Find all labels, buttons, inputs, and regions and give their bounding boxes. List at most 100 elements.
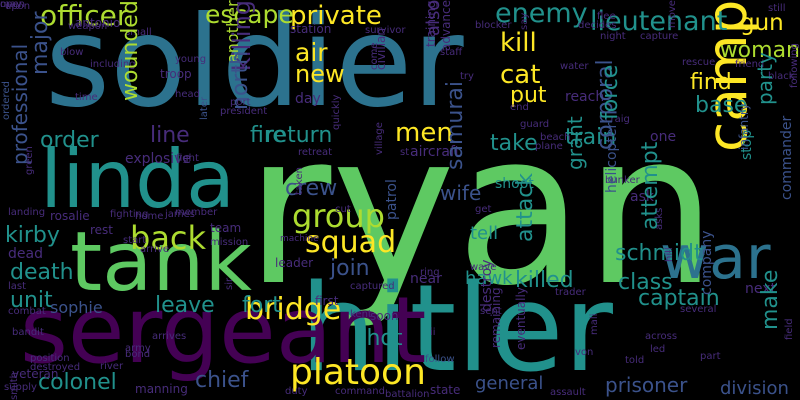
cloud-word: assault [550,387,586,398]
cloud-word: part [700,351,721,362]
cloud-word: young [175,54,207,65]
cloud-word: end [510,102,529,113]
cloud-word: guard [520,119,550,130]
cloud-word: captured [350,281,395,292]
cloud-word: try [460,71,474,82]
cloud-word: home [135,211,164,222]
cloud-word: field [784,318,795,340]
cloud-word: unit [10,288,53,313]
cloud-word: line [150,123,190,148]
cloud-word: survivor [365,25,406,36]
cloud-word: war [660,223,771,293]
cloud-word: advance [439,0,453,52]
cloud-word: rescue [682,57,716,68]
cloud-word: smith [9,372,20,400]
cloud-word: squad [305,225,397,260]
cloud-word: rest [90,223,114,237]
cloud-word: north [228,50,253,110]
cloud-word: fort [242,293,281,318]
cloud-word: say [519,12,530,30]
cloud-word: death [10,260,74,285]
cloud-word: woman [719,38,800,63]
cloud-word: decides [578,20,617,31]
cloud-word: put [510,83,547,108]
cloud-word: officer [40,0,129,32]
cloud-word: class [618,270,673,295]
cloud-word: bridge [245,292,342,327]
cloud-word: kill [500,28,537,58]
cloud-word: fight [176,153,199,164]
cloud-word: upon [5,1,31,12]
cloud-word: bond [125,349,151,360]
cloud-word: taken [294,167,305,195]
cloud-word: make [758,269,783,330]
cloud-word: combat [8,306,46,317]
cloud-word: fighting [110,209,149,220]
cloud-word: air [295,38,328,67]
cloud-word: train [565,125,617,150]
cloud-word: several [680,304,717,315]
cloud-word: ryan [245,87,718,332]
cloud-word: destroyed [30,362,81,373]
cloud-word: green [24,146,35,175]
cloud-word: leave [155,293,215,318]
cloud-word: army [125,343,151,354]
cloud-word: cat [500,60,541,90]
cloud-word: time [75,92,98,103]
cloud-word: next [745,281,777,297]
cloud-word: day [295,91,321,107]
cloud-word: st [400,147,410,158]
cloud-word: base [695,93,748,118]
cloud-word: station [290,22,332,36]
cloud-word: shoot [495,176,534,192]
cloud-word: night [600,31,626,42]
cloud-word: men [395,118,453,148]
cloud-word: fire [250,123,286,148]
cloud-word: open [0,0,25,10]
cloud-word: tell [470,223,499,244]
cloud-word: ask [630,189,654,205]
cloud-word: captain [638,286,720,311]
cloud-word: plane [535,141,563,152]
cloud-word: capture [640,31,679,42]
cloud-word: party [753,52,777,105]
cloud-word: attack [513,172,538,242]
cloud-word: blocker [475,20,512,31]
cloud-word: duty [285,386,308,397]
cloud-word: prisoner [605,373,688,397]
cloud-word: later [199,96,210,120]
cloud-word: explosive [125,151,192,167]
cloud-word: return [265,123,333,148]
cloud-word: quickly [331,94,342,130]
cloud-word: position [30,353,70,364]
cloud-word: blow [60,47,84,58]
cloud-word: ring [420,267,440,278]
cloud-word: friend [735,59,765,70]
cloud-word: kirby [5,223,60,248]
cloud-word: arrive [140,244,170,255]
cloud-word: schmidt [615,241,703,266]
cloud-word: chief [195,368,249,393]
cloud-word: asks [654,207,665,230]
cloud-word: remaining [489,287,503,348]
cloud-word: shot [355,326,403,351]
cloud-word: enemy [495,0,588,29]
cloud-word: including [90,59,136,70]
cloud-word: sophie [50,298,103,317]
cloud-word: wife [440,181,482,205]
cloud-word: force [598,64,623,120]
cloud-word: group [292,197,385,235]
cloud-word: small [125,27,152,38]
cloud-word: wave [470,262,497,273]
cloud-word: find [690,70,732,95]
cloud-word: black [768,71,795,82]
cloud-word: linda [40,133,235,226]
cloud-word: division [720,378,789,399]
cloud-word: sent [480,306,502,317]
cloud-word: gun [740,10,784,36]
cloud-word: eventually [514,287,528,350]
cloud-word: village [374,122,385,155]
cloud-word: mission [210,237,249,248]
cloud-word: new [295,60,345,88]
